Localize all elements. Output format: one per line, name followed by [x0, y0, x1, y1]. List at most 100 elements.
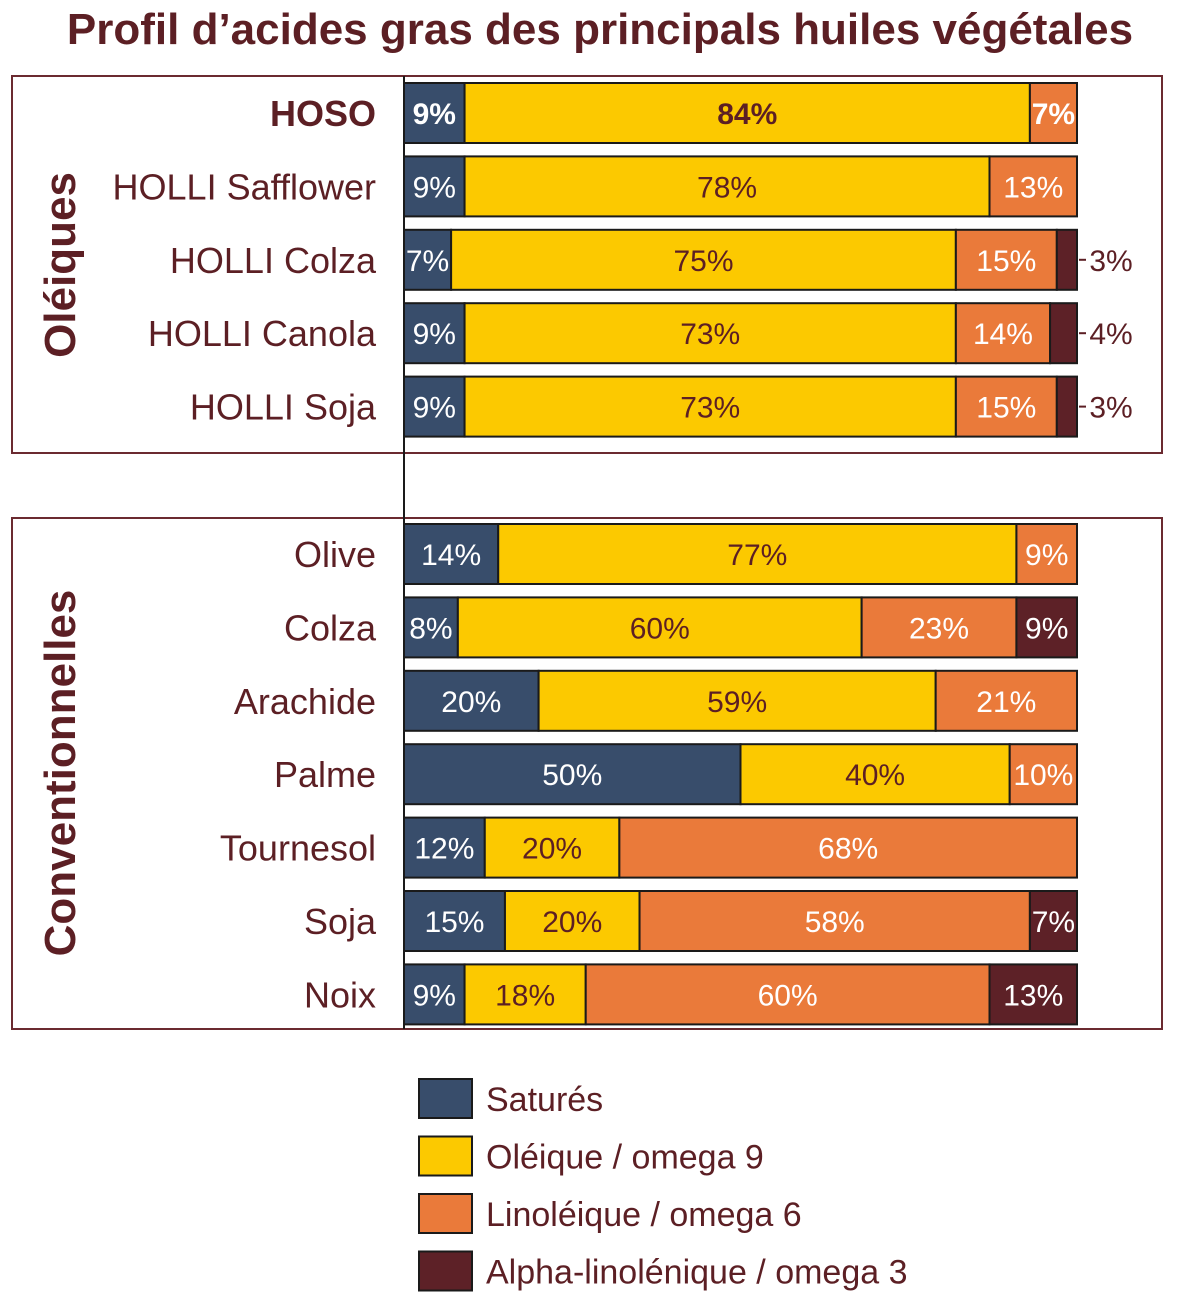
data-label-holli-colza-oleique-omega-9: 75%	[673, 245, 733, 278]
category-label-arachide: Arachide	[234, 681, 376, 722]
data-label-soja-alpha-linolenique-omega-3: 7%	[1032, 906, 1075, 939]
bar-row-soja: Soja 15% 20% 58% 7%	[304, 890, 1079, 952]
bar-segment-arachide-oleique-omega-9	[537, 669, 937, 732]
bar-segment-noix-alpha-linolenique-omega-3	[988, 963, 1079, 1026]
bar-segment-hoso-satures	[403, 82, 466, 144]
legend-label-alpha-linolenique-omega-3: Alpha-linolénique / omega 3	[486, 1254, 908, 1292]
bar-row-palme: Palme 50% 40% 10%	[274, 743, 1079, 806]
bar-row-arachide: Arachide 20% 59% 21%	[234, 669, 1078, 732]
bar-row-olive: Olive 14% 77% 9%	[294, 523, 1078, 585]
data-label-holli-safflower-linoleique-omega-6: 13%	[1003, 171, 1063, 204]
bars-layer: HOSO 9% 84% 7%HOLLI Safflower 9% 78% 13%HOLLI …	[113, 82, 1133, 1026]
bar-segment-holli-safflower-linoleique-omega-6	[988, 155, 1079, 218]
bar-segment-holli-soja-alpha-linolenique-omega-3	[1055, 375, 1079, 438]
category-label-soja: Soja	[304, 901, 377, 942]
data-label-holli-soja-linoleique-omega-6: 15%	[976, 392, 1036, 425]
data-label-holli-safflower-satures: 9%	[413, 171, 456, 204]
legend-swatch-alpha-linolenique-omega-3	[418, 1250, 473, 1292]
category-label-olive: Olive	[294, 534, 376, 575]
bar-segment-holli-colza-linoleique-omega-6	[954, 228, 1058, 291]
bar-segment-noix-linoleique-omega-6	[584, 963, 991, 1026]
bar-segment-arachide-satures	[403, 669, 540, 732]
data-label-palme-oleique-omega-9: 40%	[845, 759, 905, 792]
bar-segment-arachide-linoleique-omega-6	[934, 669, 1078, 732]
legend-label-satures: Saturés	[486, 1081, 603, 1119]
data-label-noix-linoleique-omega-6: 60%	[758, 979, 818, 1012]
data-label-olive-linoleique-omega-6: 9%	[1025, 539, 1068, 572]
bar-row-holli-colza: HOLLI Colza 7% 75% 15% 3%	[170, 228, 1133, 291]
bar-segment-colza-satures	[403, 596, 459, 659]
bar-segment-palme-oleique-omega-9	[739, 743, 1011, 806]
bar-row-holli-soja: HOLLI Soja 9% 73% 15% 3%	[190, 375, 1133, 438]
chart-title: Profil d’acides gras des principals huil…	[67, 5, 1133, 54]
bar-segment-colza-oleique-omega-9	[456, 596, 863, 659]
bar-segment-holli-canola-satures	[403, 302, 466, 365]
group-frame-oleiques	[11, 75, 1163, 454]
data-label-noix-satures: 9%	[413, 979, 456, 1012]
legend-swatch-satures	[418, 1078, 473, 1119]
bar-segment-tournesol-linoleique-omega-6	[618, 816, 1078, 879]
bar-segment-holli-colza-satures	[403, 228, 453, 291]
data-label-arachide-satures: 20%	[441, 686, 501, 719]
bar-segment-holli-canola-linoleique-omega-6	[954, 302, 1052, 365]
category-label-tournesol: Tournesol	[220, 828, 376, 869]
data-label-holli-colza-alpha-linolenique-omega-3: 3%	[1089, 245, 1132, 278]
bar-segment-soja-oleique-omega-9	[503, 890, 641, 952]
legend-swatch-oleique-omega-9	[418, 1135, 473, 1177]
bar-segment-olive-linoleique-omega-6	[1015, 523, 1078, 585]
data-label-holli-canola-linoleique-omega-6: 14%	[973, 318, 1033, 351]
bar-segment-noix-satures	[403, 963, 466, 1026]
data-label-colza-oleique-omega-9: 60%	[630, 612, 690, 645]
bar-segment-palme-linoleique-omega-6	[1008, 743, 1079, 806]
data-label-noix-oleique-omega-9: 18%	[495, 979, 555, 1012]
category-label-holli-soja: HOLLI Soja	[190, 387, 377, 428]
category-label-holli-safflower: HOLLI Safflower	[113, 166, 376, 207]
data-label-arachide-oleique-omega-9: 59%	[707, 686, 767, 719]
bar-row-colza: Colza 8% 60% 23% 9%	[284, 596, 1078, 659]
data-label-holli-canola-oleique-omega-9: 73%	[680, 318, 740, 351]
bar-segment-colza-alpha-linolenique-omega-3	[1015, 596, 1078, 659]
data-label-holli-soja-alpha-linolenique-omega-3: 3%	[1089, 392, 1132, 425]
bar-segment-holli-soja-linoleique-omega-6	[954, 375, 1058, 438]
bar-segment-holli-canola-alpha-linolenique-omega-3	[1049, 302, 1078, 365]
category-label-palme: Palme	[274, 754, 376, 795]
data-label-colza-satures: 8%	[409, 612, 452, 645]
data-label-colza-alpha-linolenique-omega-3: 9%	[1025, 612, 1068, 645]
data-label-hoso-satures: 9%	[413, 98, 456, 131]
category-label-holli-canola: HOLLI Canola	[148, 313, 377, 354]
legend-swatch-linoleique-omega-6	[418, 1193, 473, 1234]
bar-row-noix: Noix 9% 18% 60% 13%	[304, 963, 1079, 1026]
group-frame-conventionnelles	[11, 517, 1163, 1030]
data-label-holli-safflower-oleique-omega-9: 78%	[697, 171, 757, 204]
data-label-holli-canola-satures: 9%	[413, 318, 456, 351]
data-label-tournesol-oleique-omega-9: 20%	[522, 833, 582, 866]
legend-label-linoleique-omega-6: Linoléique / omega 6	[486, 1196, 802, 1234]
data-label-holli-colza-linoleique-omega-6: 15%	[976, 245, 1036, 278]
data-label-palme-satures: 50%	[542, 759, 602, 792]
data-label-hoso-oleique-omega-9: 84%	[717, 98, 777, 131]
bar-segment-olive-satures	[403, 523, 500, 585]
bar-row-tournesol: Tournesol 12% 20% 68%	[220, 816, 1078, 879]
data-label-colza-linoleique-omega-6: 23%	[909, 612, 969, 645]
bar-segment-hoso-linoleique-omega-6	[1028, 82, 1079, 144]
data-label-olive-satures: 14%	[421, 539, 481, 572]
data-label-noix-alpha-linolenique-omega-3: 13%	[1003, 979, 1063, 1012]
data-label-holli-canola-alpha-linolenique-omega-3: 4%	[1089, 318, 1132, 351]
data-label-olive-oleique-omega-9: 77%	[727, 539, 787, 572]
group-label-conventionnelles: Conventionnelles	[36, 590, 85, 957]
bar-row-hoso: HOSO 9% 84% 7%	[270, 82, 1079, 144]
bar-segment-holli-soja-oleique-omega-9	[463, 375, 957, 438]
data-label-hoso-linoleique-omega-6: 7%	[1032, 98, 1075, 131]
legend-label-oleique-omega-9: Oléique / omega 9	[486, 1139, 764, 1177]
data-label-soja-linoleique-omega-6: 58%	[805, 906, 865, 939]
data-label-holli-soja-oleique-omega-9: 73%	[680, 392, 740, 425]
data-label-soja-oleique-omega-9: 20%	[542, 906, 602, 939]
bar-segment-noix-oleique-omega-9	[463, 963, 587, 1026]
bar-segment-holli-colza-oleique-omega-9	[450, 228, 957, 291]
bar-segment-palme-satures	[403, 743, 742, 806]
group-label-oleiques: Oléiques	[36, 172, 85, 358]
data-label-holli-colza-satures: 7%	[406, 245, 449, 278]
bar-segment-olive-oleique-omega-9	[497, 523, 1018, 585]
data-label-tournesol-satures: 12%	[414, 833, 474, 866]
